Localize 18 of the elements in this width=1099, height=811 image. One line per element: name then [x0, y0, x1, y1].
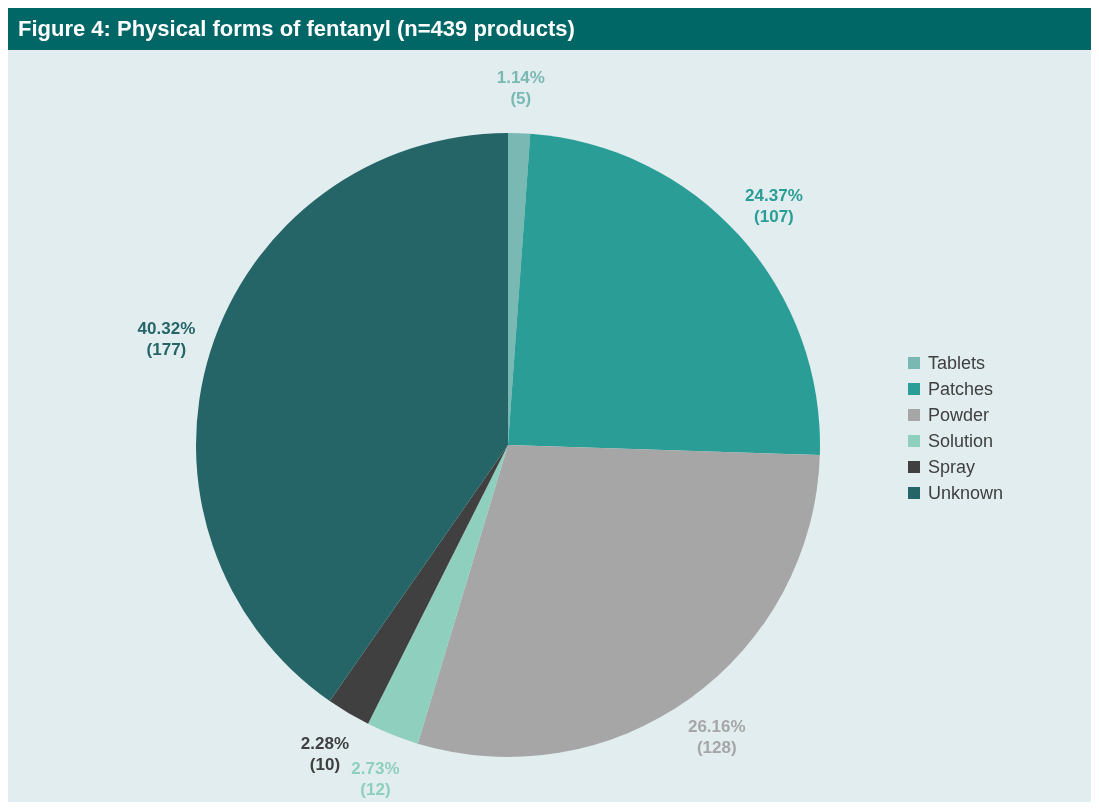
pie-slice [329, 445, 508, 724]
data-label: 1.14% (5) [496, 67, 545, 108]
pie-slice [368, 445, 508, 744]
data-label: 40.32% (177) [137, 318, 196, 359]
legend-label: Patches [928, 378, 994, 400]
legend-label: Spray [928, 456, 976, 478]
data-label: 2.73% (12) [351, 758, 400, 799]
chart-title: Figure 4: Physical forms of fentanyl (n=439 products) [8, 8, 1091, 50]
data-label: 26.16% (128) [687, 716, 746, 757]
pie-slice [417, 445, 820, 757]
pie-slice [196, 133, 508, 702]
pie-slice [508, 133, 820, 456]
legend-label: Powder [928, 404, 990, 426]
legend-label: Solution [928, 430, 994, 452]
legend-label: Unknown [928, 482, 1004, 504]
legend-label: Tablets [928, 352, 986, 374]
data-label: 24.37% (107) [745, 185, 803, 226]
data-label: 2.28% (10) [300, 733, 350, 774]
